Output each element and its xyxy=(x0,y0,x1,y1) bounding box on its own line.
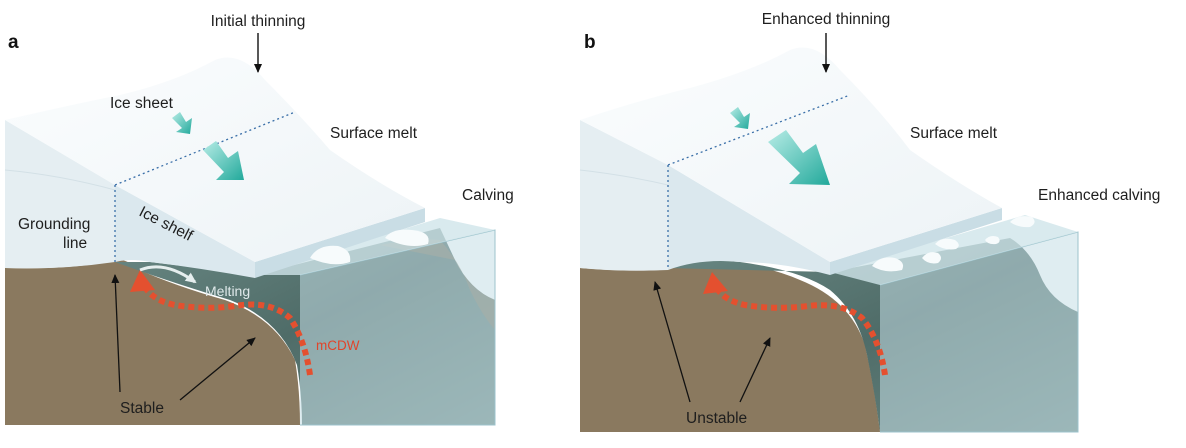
panel-a-letter: a xyxy=(8,32,19,53)
stable-arrow-left xyxy=(111,274,121,393)
bedrock-left-face-b xyxy=(580,259,880,432)
grounding-line-dotted xyxy=(114,111,296,262)
unstable-arrow-right xyxy=(739,337,771,403)
ice-sheet-front-face-b xyxy=(580,120,668,271)
mcdw-arrow-b xyxy=(712,283,888,376)
panel-b: b Enhanced thinning Surface melt Enhance… xyxy=(579,11,1160,433)
ice-flow-arrow-small-b xyxy=(730,107,750,129)
icebergs-b xyxy=(872,216,1035,272)
grounding-label-line2: line xyxy=(63,235,87,252)
mcdw-arrow xyxy=(139,280,313,376)
mcdw-label: mCDW xyxy=(316,338,360,353)
initial-thinning-label: Initial thinning xyxy=(211,13,306,30)
grounding-label-line1: Grounding xyxy=(18,216,90,233)
panel-a: a Initial thinning Ice sheet Surface mel… xyxy=(4,13,514,426)
surface-melt-label-a: Surface melt xyxy=(330,125,418,142)
mcdw-arrowhead xyxy=(130,270,155,292)
ice-sheet-front-face xyxy=(5,120,115,269)
ice-shelf-end-face xyxy=(255,208,425,278)
unstable-arrow-left xyxy=(653,281,691,403)
stable-label: Stable xyxy=(120,400,164,417)
ice-flow-arrow-large-b xyxy=(768,130,830,185)
melting-arrow xyxy=(139,265,197,284)
ice-shelf-front-face xyxy=(115,185,255,278)
panel-b-letter: b xyxy=(584,32,596,53)
ice-sheet-label: Ice sheet xyxy=(110,95,174,112)
mcdw-arrowhead-b xyxy=(703,272,728,294)
ice-shelf-end-face-b xyxy=(830,208,1002,275)
ice-flow-arrow-large xyxy=(203,141,244,180)
ice-shelf-front-face-b xyxy=(668,165,830,275)
surface-melt-label-b: Surface melt xyxy=(910,125,998,142)
calving-label: Calving xyxy=(462,187,514,204)
water-right-face-b xyxy=(880,232,1078,432)
bedrock-left-face xyxy=(5,260,300,425)
melting-label: Melting xyxy=(205,283,250,299)
stable-arrow-right xyxy=(179,337,256,401)
unstable-label: Unstable xyxy=(686,410,747,427)
enhanced-thinning-label: Enhanced thinning xyxy=(762,11,890,28)
water-surface xyxy=(255,218,495,275)
ice-flow-arrow-small xyxy=(172,112,192,134)
enhanced-calving-label: Enhanced calving xyxy=(1038,187,1160,204)
water-right-face xyxy=(300,230,495,425)
icebergs xyxy=(310,229,429,265)
